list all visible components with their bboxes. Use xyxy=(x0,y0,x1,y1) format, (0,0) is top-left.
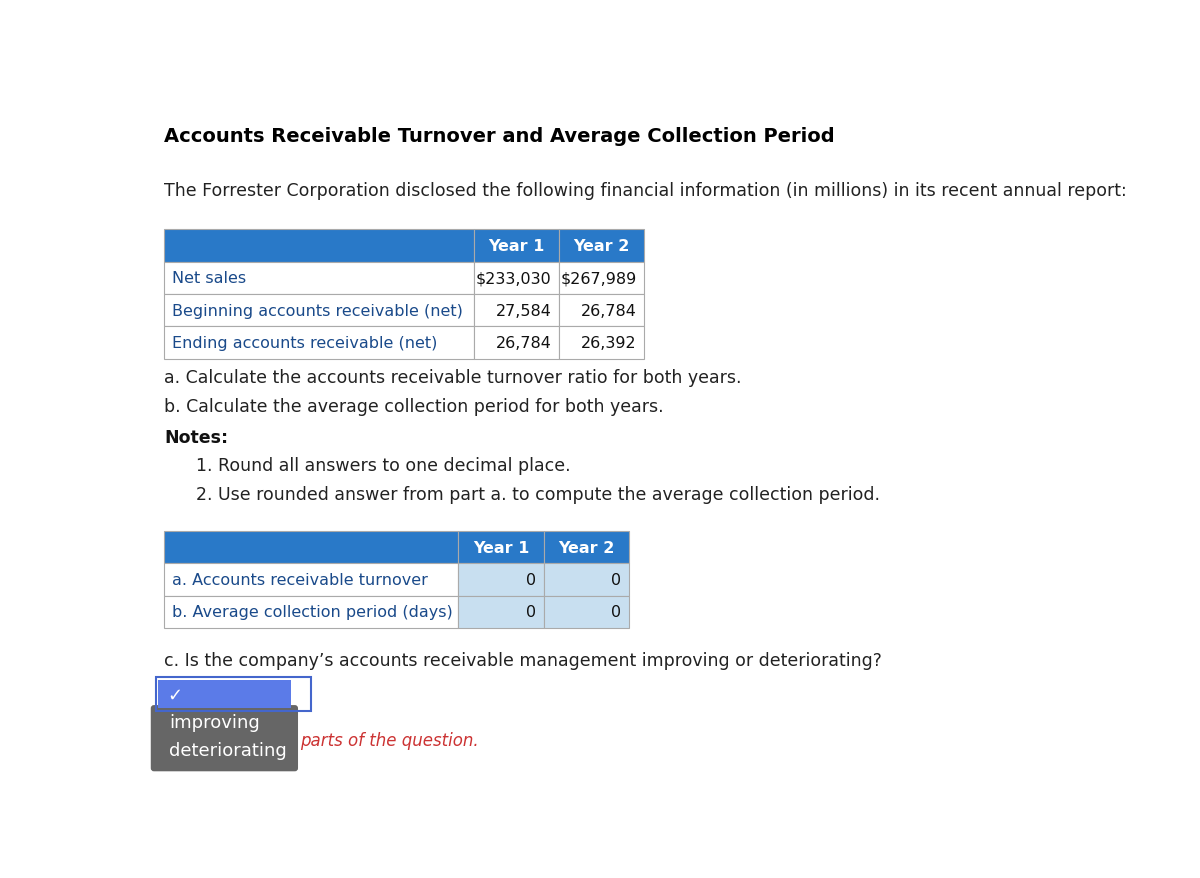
Text: deteriorating: deteriorating xyxy=(169,741,287,759)
Text: 0: 0 xyxy=(611,572,622,587)
Bar xyxy=(164,263,474,294)
Bar xyxy=(474,327,559,359)
Text: Year 2: Year 2 xyxy=(558,540,614,555)
Bar xyxy=(458,564,544,596)
FancyBboxPatch shape xyxy=(151,705,298,772)
Text: Year 1: Year 1 xyxy=(488,239,545,254)
Text: Accounts Receivable Turnover and Average Collection Period: Accounts Receivable Turnover and Average… xyxy=(164,127,834,146)
Text: c. Is the company’s accounts receivable management improving or deteriorating?: c. Is the company’s accounts receivable … xyxy=(164,651,882,669)
Text: 0: 0 xyxy=(611,605,622,620)
Text: Ending accounts receivable (net): Ending accounts receivable (net) xyxy=(172,335,437,350)
Bar xyxy=(164,564,458,596)
Bar xyxy=(559,230,644,263)
Bar xyxy=(474,263,559,294)
Bar xyxy=(164,327,474,359)
Bar xyxy=(458,596,544,629)
Bar xyxy=(474,294,559,327)
Bar xyxy=(458,531,544,564)
Text: 2. Use rounded answer from part a. to compute the average collection period.: 2. Use rounded answer from part a. to co… xyxy=(197,486,881,503)
Text: 0: 0 xyxy=(526,605,536,620)
Text: The Forrester Corporation disclosed the following financial information (in mill: The Forrester Corporation disclosed the … xyxy=(164,183,1127,200)
Text: Net sales: Net sales xyxy=(172,271,246,286)
Text: $233,030: $233,030 xyxy=(475,271,552,286)
Text: Beginning accounts receivable (net): Beginning accounts receivable (net) xyxy=(172,303,462,318)
Text: improving: improving xyxy=(169,713,260,731)
Bar xyxy=(544,531,629,564)
Bar xyxy=(164,230,474,263)
Bar xyxy=(164,531,458,564)
Text: parts of the question.: parts of the question. xyxy=(300,731,479,750)
Bar xyxy=(544,596,629,629)
Text: Notes:: Notes: xyxy=(164,428,228,446)
Text: b. Calculate the average collection period for both years.: b. Calculate the average collection peri… xyxy=(164,398,664,415)
Text: 26,784: 26,784 xyxy=(581,303,637,318)
Bar xyxy=(559,263,644,294)
Bar xyxy=(559,327,644,359)
Text: 1. Round all answers to one decimal place.: 1. Round all answers to one decimal plac… xyxy=(197,456,571,474)
Text: a. Accounts receivable turnover: a. Accounts receivable turnover xyxy=(172,572,427,587)
Bar xyxy=(559,294,644,327)
Text: ✓: ✓ xyxy=(167,686,182,703)
Text: Year 1: Year 1 xyxy=(473,540,529,555)
Text: 26,784: 26,784 xyxy=(496,335,552,350)
Text: $267,989: $267,989 xyxy=(560,271,637,286)
Bar xyxy=(164,596,458,629)
Bar xyxy=(544,564,629,596)
Text: 27,584: 27,584 xyxy=(496,303,552,318)
Bar xyxy=(474,230,559,263)
Bar xyxy=(157,680,292,709)
Text: 0: 0 xyxy=(526,572,536,587)
Text: b. Average collection period (days): b. Average collection period (days) xyxy=(172,605,452,620)
Text: Year 2: Year 2 xyxy=(574,239,630,254)
Text: a. Calculate the accounts receivable turnover ratio for both years.: a. Calculate the accounts receivable tur… xyxy=(164,369,742,386)
Text: 26,392: 26,392 xyxy=(581,335,637,350)
Bar xyxy=(164,294,474,327)
